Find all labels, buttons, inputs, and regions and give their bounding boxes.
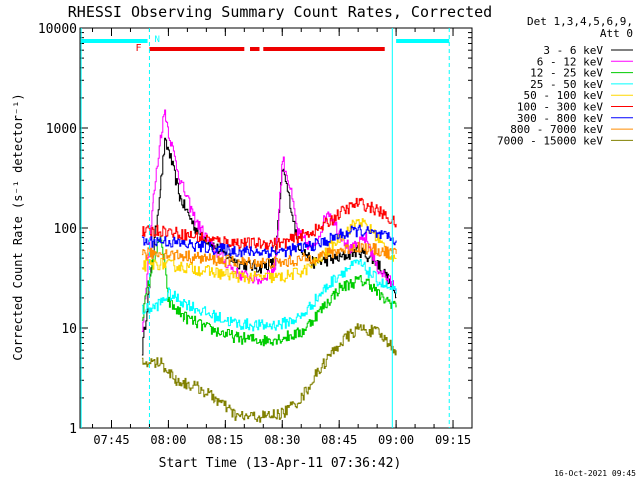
legend-label-3: 12 - 25 keV — [530, 67, 603, 80]
annotation-layer: FN — [80, 28, 450, 428]
x-tick-label: 07:45 — [93, 433, 129, 447]
x-axis-label: Start Time (13-Apr-11 07:36:42) — [159, 456, 402, 471]
legend-label-2: 6 - 12 keV — [537, 55, 604, 68]
footer-timestamp: 16-Oct-2021 09:45 — [554, 469, 636, 478]
legend-label-1: 3 - 6 keV — [543, 44, 603, 57]
flare-bar-2 — [250, 47, 260, 51]
series-line-8 — [141, 241, 397, 269]
legend-header-line-2: Att 0 — [600, 27, 633, 40]
series-line-4 — [141, 258, 397, 332]
flare-bar-3 — [263, 47, 385, 51]
legend-label-5: 50 - 100 keV — [524, 89, 604, 102]
legend-label-9: 7000 - 15000 keV — [497, 134, 603, 147]
series-line-5 — [141, 218, 397, 284]
legend-label-7: 300 - 800 keV — [517, 112, 603, 125]
series-line-9 — [141, 323, 397, 423]
legend-label-8: 800 - 7000 keV — [510, 123, 603, 136]
y-tick-label: 10000 — [38, 22, 77, 37]
series-line-7 — [141, 224, 397, 259]
plot-axes: 07:45 08:00 08:15 08:30 08:45 09:00 09:15 1 10 10… — [38, 22, 473, 447]
y-tick-label: 100 — [54, 222, 77, 237]
x-tick-label: 09:15 — [435, 433, 471, 447]
night-bar-2 — [396, 39, 450, 43]
flag-label-f: F — [136, 43, 142, 54]
x-tick-label: 08:45 — [321, 433, 357, 447]
x-tick-label: 08:15 — [207, 433, 243, 447]
chart-title: RHESSI Observing Summary Count Rates, Co… — [68, 3, 492, 21]
flag-label-n: N — [154, 35, 159, 45]
series-layer — [141, 109, 397, 423]
legend-header-line-1: Det 1,3,4,5,6,9, — [527, 15, 633, 28]
legend-label-4: 25 - 50 keV — [530, 78, 603, 91]
x-tick-label: 08:00 — [150, 433, 186, 447]
y-axis-label: Corrected Count Rate (s⁻¹ detector⁻¹) — [11, 93, 25, 360]
y-tick-label: 1 — [69, 422, 77, 437]
x-tick-label: 08:30 — [264, 433, 300, 447]
x-tick-label: 09:00 — [378, 433, 414, 447]
series-line-3 — [141, 236, 397, 347]
flare-bar-1 — [149, 47, 245, 51]
y-tick-label: 1000 — [46, 122, 77, 137]
legend-label-6: 100 - 300 keV — [517, 101, 603, 114]
night-bar-1 — [81, 39, 148, 43]
y-tick-label: 10 — [61, 322, 77, 337]
plot-frame — [79, 27, 473, 429]
